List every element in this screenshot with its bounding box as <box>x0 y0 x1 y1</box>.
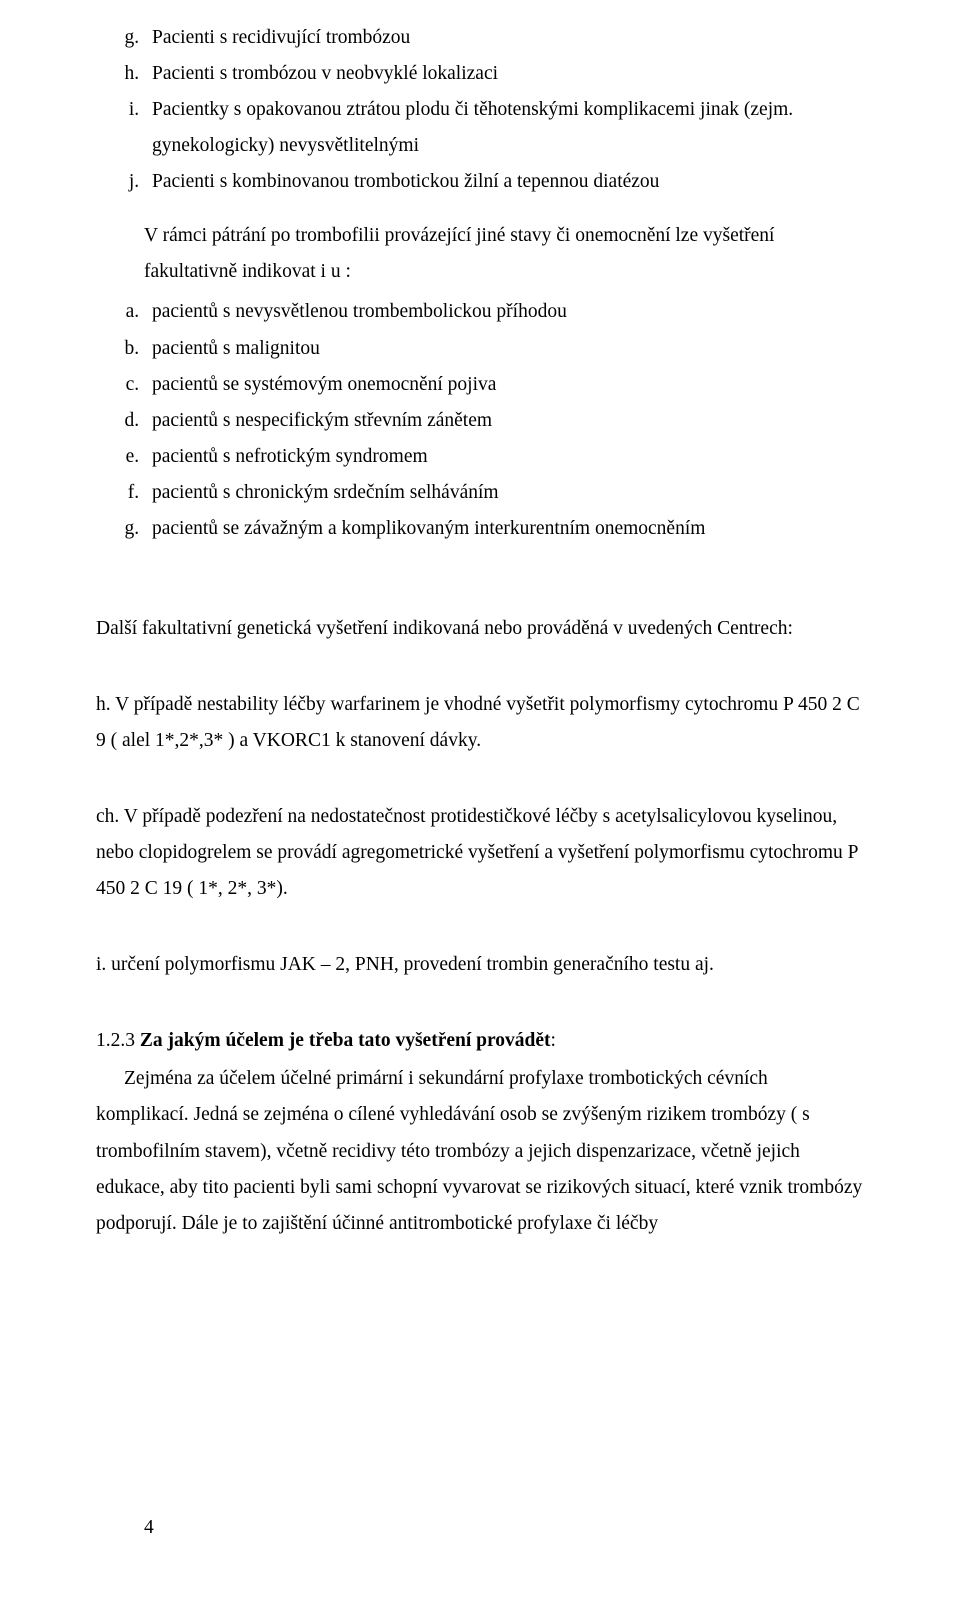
item-ch-paragraph: ch. V případě podezření na nedostatečnos… <box>96 799 864 907</box>
list-item-g: Pacienti s recidivující trombózou <box>144 20 864 56</box>
page-container: { "top_list": { "g": "Pacienti s recidiv… <box>96 20 864 1576</box>
page-number: 4 <box>144 1510 154 1546</box>
section-123-body-text: Zejména za účelem účelné primární i seku… <box>96 1068 862 1233</box>
further-paragraph: Další fakultativní genetická vyšetření i… <box>96 611 864 647</box>
sub-item-e-text: pacientů s nefrotickým syndromem <box>152 446 428 467</box>
sub-item-e: pacientů s nefrotickým syndromem <box>144 439 864 475</box>
list-item-i: Pacientky s opakovanou ztrátou plodu či … <box>144 92 864 164</box>
sub-item-c-text: pacientů se systémovým onemocnění pojiva <box>152 374 496 395</box>
sub-item-d: pacientů s nespecifickým střevním záněte… <box>144 403 864 439</box>
list-item-j: Pacienti s kombinovanou trombotickou žil… <box>144 164 864 200</box>
sub-item-d-text: pacientů s nespecifickým střevním záněte… <box>152 410 492 431</box>
section-colon: : <box>551 1030 556 1051</box>
sub-item-a-text: pacientů s nevysvětlenou trombembolickou… <box>152 301 567 322</box>
sub-item-g: pacientů se závažným a komplikovaným int… <box>144 511 864 547</box>
list-item-j-text: Pacienti s kombinovanou trombotickou žil… <box>152 171 659 192</box>
item-h-paragraph: h. V případě nestability léčby warfarine… <box>96 687 864 759</box>
item-i-paragraph: i. určení polymorfismu JAK – 2, PNH, pro… <box>96 947 864 983</box>
section-123-title: 1.2.3 Za jakým účelem je třeba tato vyše… <box>96 1023 864 1059</box>
section-123-body: Zejména za účelem účelné primární i seku… <box>96 1061 864 1241</box>
intro-paragraph-wrap: V rámci pátrání po trombofilii provázejí… <box>96 218 864 290</box>
sub-item-f-text: pacientů s chronickým srdečním selhávání… <box>152 482 499 503</box>
intro-paragraph: V rámci pátrání po trombofilii provázejí… <box>144 218 864 290</box>
sub-ordered-list: pacientů s nevysvětlenou trombembolickou… <box>96 294 864 546</box>
list-item-g-text: Pacienti s recidivující trombózou <box>152 27 410 48</box>
sub-item-f: pacientů s chronickým srdečním selhávání… <box>144 475 864 511</box>
list-item-h: Pacienti s trombózou v neobvyklé lokaliz… <box>144 56 864 92</box>
list-item-h-text: Pacienti s trombózou v neobvyklé lokaliz… <box>152 63 498 84</box>
sub-item-b-text: pacientů s malignitou <box>152 338 320 359</box>
section-title-bold: Za jakým účelem je třeba tato vyšetření … <box>135 1030 551 1051</box>
sub-item-c: pacientů se systémovým onemocnění pojiva <box>144 367 864 403</box>
sub-item-b: pacientů s malignitou <box>144 331 864 367</box>
sub-item-g-text: pacientů se závažným a komplikovaným int… <box>152 518 705 539</box>
section-number: 1.2.3 <box>96 1030 135 1051</box>
top-ordered-list: Pacienti s recidivující trombózou Pacien… <box>96 20 864 200</box>
sub-item-a: pacientů s nevysvětlenou trombembolickou… <box>144 294 864 330</box>
list-item-i-text: Pacientky s opakovanou ztrátou plodu či … <box>152 99 793 156</box>
